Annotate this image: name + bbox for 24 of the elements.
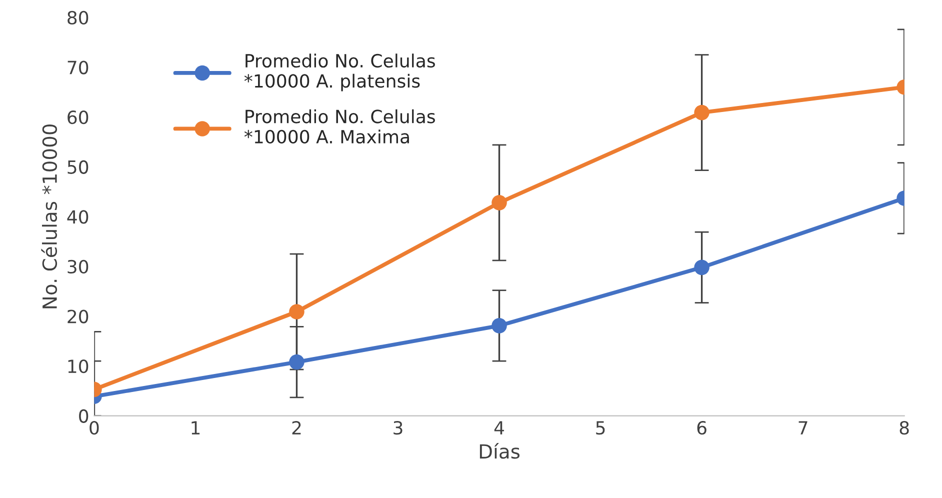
y-axis-title: No. Células *10000 — [41, 124, 58, 308]
x-tick-label: 5 — [596, 421, 605, 435]
x-tick-label: 7 — [798, 421, 808, 434]
x-tick-label: 6 — [697, 421, 706, 435]
x-tick-label: 4 — [494, 421, 504, 434]
y-tick-label: 70 — [68, 60, 88, 74]
x-tick-label: 0 — [90, 421, 99, 435]
y-tick-label: 60 — [68, 110, 88, 124]
y-tick-label: 20 — [68, 310, 88, 324]
x-tick-label: 1 — [192, 421, 200, 434]
x-axis-title: Días — [480, 442, 520, 459]
y-tick-label: 10 — [68, 359, 88, 374]
x-tick-label: 2 — [292, 421, 301, 434]
y-tick-label: 0 — [79, 409, 88, 423]
legend-label: Promedio No. Celulas *10000 A. platensis — [244, 54, 435, 92]
y-tick-label: 40 — [67, 210, 88, 224]
y-tick-label: 80 — [68, 10, 88, 25]
y-tick-label: 50 — [68, 160, 88, 174]
point — [492, 318, 507, 334]
y-tick-label: 30 — [68, 260, 88, 274]
point — [492, 195, 507, 210]
legend-label: Promedio No. Celulas *10000 A. Maxima — [244, 109, 435, 144]
x-tick-label: 3 — [394, 421, 402, 435]
x-tick-label: 8 — [900, 421, 909, 435]
